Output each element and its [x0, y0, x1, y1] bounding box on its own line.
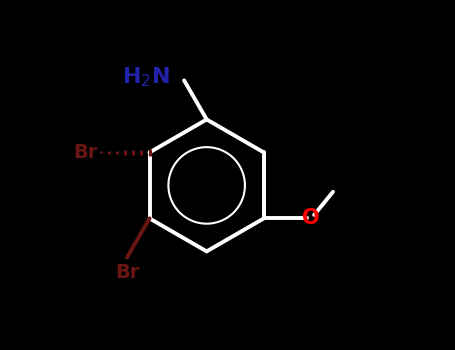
Text: Br: Br — [115, 263, 139, 282]
Text: O: O — [302, 208, 319, 229]
Text: Br: Br — [73, 143, 97, 162]
Text: H$_2$N: H$_2$N — [122, 65, 170, 89]
